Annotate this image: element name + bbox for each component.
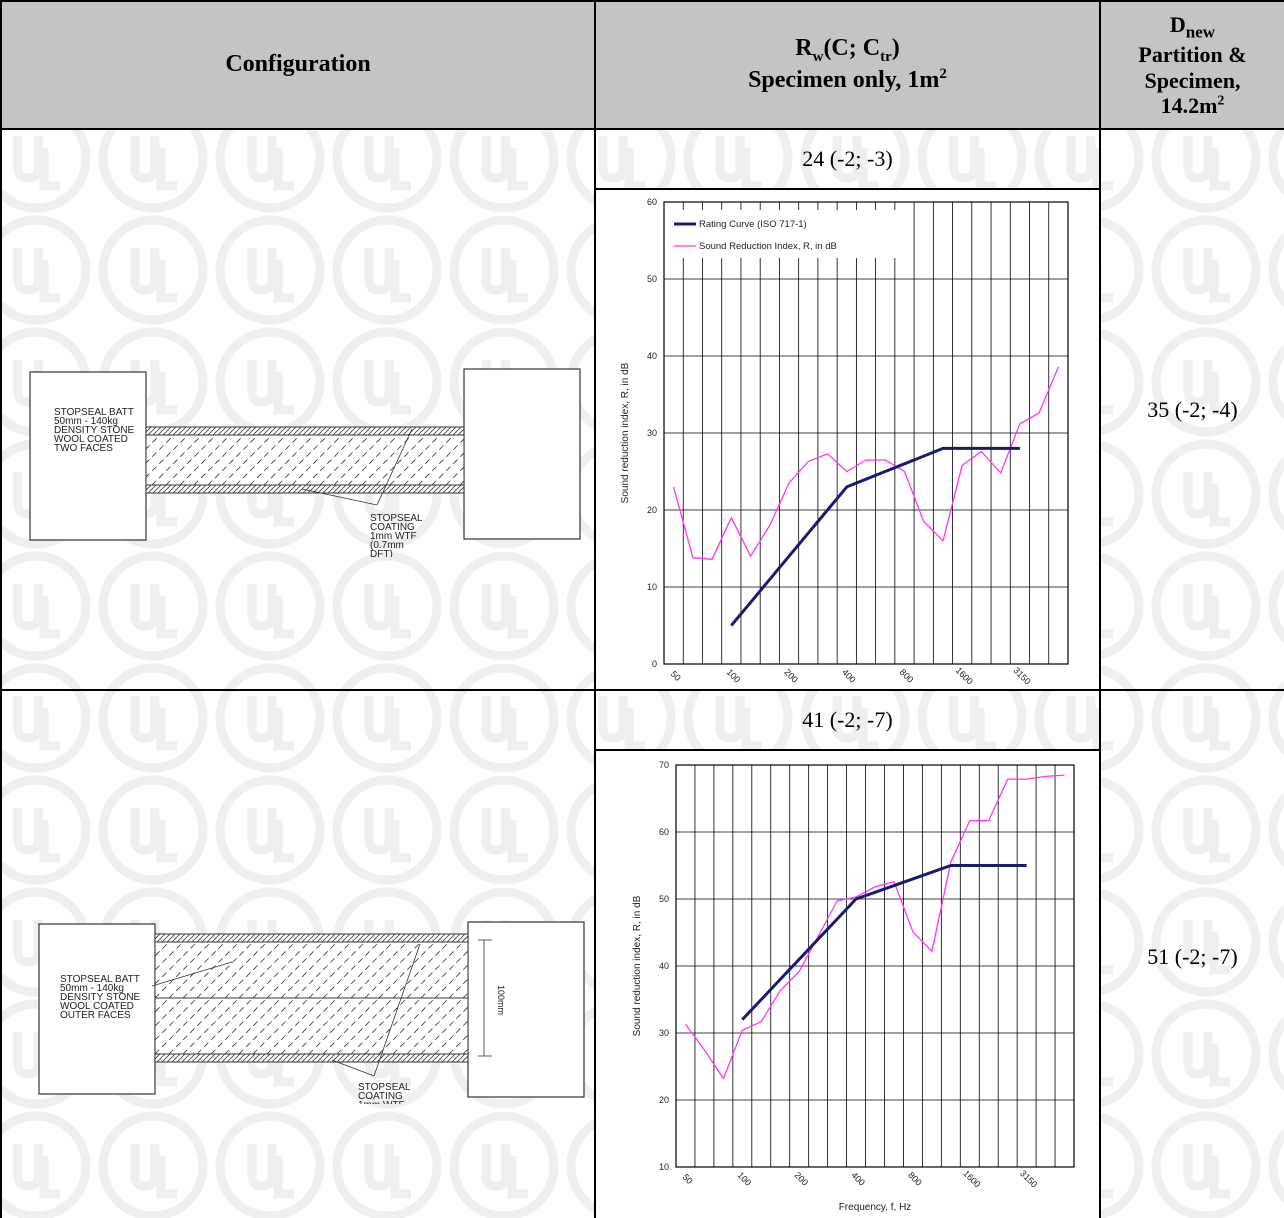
y-tick-label: 0 [652, 659, 657, 669]
row-1-rw-value: 24 (-2; -3) [594, 128, 1101, 190]
row-2-sound-reduction-chart: 10 20 30 40 50 60 70 50 100 200 400 800 1600 3150 Soun… [632, 760, 1075, 1213]
row-1-chart-row: 0 10 20 30 40 50 60 50 100 200 400 800 1600 3150 Sound… [1, 188, 1284, 691]
batt-label: STOPSEAL BATT 50mm - 140kg DENSITY STONE WO… [60, 974, 141, 1021]
x-tick-label: 400 [849, 1170, 867, 1188]
row-2-d-value: 51 (-2; -7) [1099, 689, 1284, 1218]
coating-leader-line [373, 943, 421, 1077]
row-1-configuration-cell: STOPSEAL BATT 50mm - 140kg DENSITY STONE WO… [0, 128, 596, 691]
dimension-label: 100mm [496, 985, 506, 1015]
y-tick-label: 50 [647, 274, 657, 284]
row-2-cross-section-drawing: STOPSEAL BATT 50mm - 140kg DENSITY STONE WO… [38, 921, 585, 1129]
row-1-cross-section-drawing: STOPSEAL BATT 50mm - 140kg DENSITY STONE WO… [29, 368, 581, 560]
x-tick-label: 200 [792, 1170, 810, 1188]
sound-reduction-index-line [672, 366, 1059, 560]
y-tick-label: 30 [659, 1028, 669, 1038]
x-tick-label: 50 [669, 669, 683, 683]
y-tick-label: 20 [659, 1095, 669, 1105]
row-2-chart-row: 10 20 30 40 50 60 70 50 100 200 400 800 1600 3150 Soun… [1, 749, 1284, 1218]
right-wall-block [467, 921, 585, 1098]
legend-label: Sound Reduction Index, R, in dB [699, 241, 837, 252]
lower-stone-wool-batt [154, 997, 469, 1055]
coating-leader-line [376, 428, 413, 506]
row-1-rating: STOPSEAL BATT 50mm - 140kg DENSITY STONE WO… [0, 128, 1284, 691]
y-axis-label: Sound reduction index, R, in dB [620, 362, 631, 503]
x-tick-label: 100 [725, 667, 743, 684]
right-wall-block [463, 368, 581, 540]
legend-box [668, 210, 904, 258]
x-tick-label: 50 [681, 1172, 695, 1186]
x-tick-label: 100 [736, 1170, 754, 1188]
left-wall-block [29, 371, 147, 541]
sound-reduction-index-line [684, 774, 1065, 1080]
x-tick-label: 3150 [1011, 665, 1032, 684]
y-tick-label: 40 [659, 961, 669, 971]
x-tick-label: 800 [906, 1170, 924, 1188]
rw-header: Rw(C; Ctr) Specimen only, 1m2 [594, 0, 1101, 130]
stone-wool-batt [145, 434, 465, 486]
x-tick-label: 3150 [1018, 1168, 1039, 1189]
x-tick-label: 200 [782, 667, 800, 684]
rating-curve-line [741, 864, 1027, 1021]
x-tick-label: 1600 [954, 665, 975, 684]
x-tick-label: 1600 [961, 1168, 982, 1189]
y-tick-label: 30 [647, 428, 657, 438]
x-tick-label: 400 [840, 667, 858, 684]
y-tick-label: 10 [647, 582, 657, 592]
y-tick-label: 20 [647, 505, 657, 515]
y-tick-label: 60 [659, 827, 669, 837]
y-tick-label: 10 [659, 1162, 669, 1172]
x-tick-label: 800 [898, 667, 916, 684]
batt-leader-line [151, 961, 233, 987]
configuration-header: Configuration [0, 0, 596, 130]
y-axis-label: Sound reduction index, R, in dB [632, 895, 643, 1036]
x-axis-label: Frequency, f, Hz [839, 1202, 912, 1213]
y-tick-label: 60 [647, 197, 657, 207]
row-2-configuration-cell: STOPSEAL BATT 50mm - 140kg DENSITY STONE WO… [0, 689, 596, 1218]
y-tick-label: 70 [659, 760, 669, 770]
y-tick-label: 50 [659, 894, 669, 904]
header-row: Configuration Rw(C; Ctr) Specimen only, … [0, 0, 1284, 130]
row-1-chart-cell: 0 10 20 30 40 50 60 50 100 200 400 800 1600 3150 Sound… [594, 188, 1101, 691]
row-1-sound-reduction-chart: 0 10 20 30 40 50 60 50 100 200 400 800 1600 3150 Sound… [620, 197, 1069, 686]
coating-leader-line [301, 488, 378, 506]
legend-label: Rating Curve (ISO 717-1) [699, 219, 807, 230]
d-new-header: Dnew Partition & Specimen, 14.2m2 [1099, 0, 1284, 130]
row-1-d-value: 35 (-2; -4) [1099, 128, 1284, 691]
rating-curve-line [730, 446, 1020, 627]
y-tick-label: 40 [647, 351, 657, 361]
left-wall-block [38, 923, 156, 1095]
row-2-rating: STOPSEAL BATT 50mm - 140kg DENSITY STONE WO… [0, 689, 1284, 1218]
coating-leader-line [331, 1059, 375, 1077]
upper-stone-wool-batt [154, 941, 469, 999]
row-2-chart-cell: 10 20 30 40 50 60 70 50 100 200 400 800 1600 3150 Soun… [594, 749, 1101, 1218]
row-2-rw-value: 41 (-2; -7) [594, 689, 1101, 751]
batt-label: STOPSEAL BATT 50mm - 140kg DENSITY STONE WO… [54, 407, 135, 454]
bottom-coating-layer [145, 484, 465, 494]
